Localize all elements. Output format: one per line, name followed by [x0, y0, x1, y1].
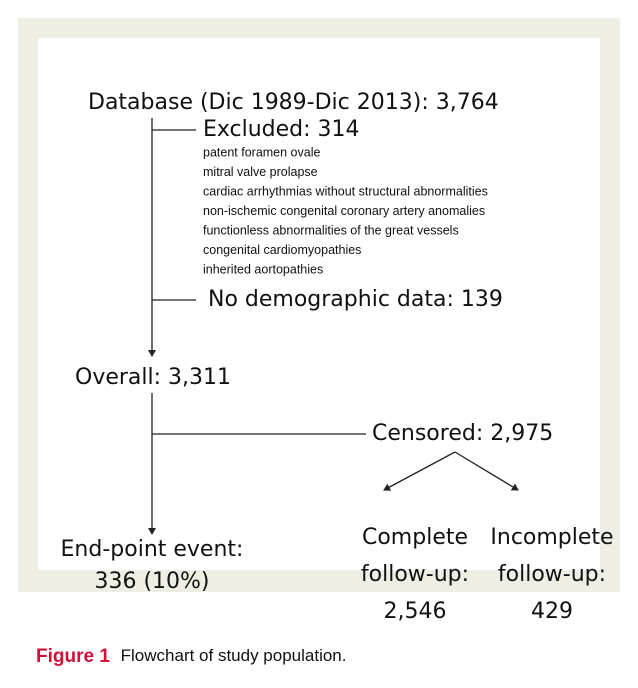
- node-label: Database (Dic 1989-Dic 2013): 3,764: [88, 90, 499, 115]
- caption-label: Figure 1: [36, 646, 110, 667]
- exclusion-item: functionless abnormalities of the great …: [203, 223, 459, 237]
- exclusion-item: patent foramen ovale: [203, 145, 320, 159]
- arrow: [383, 451, 456, 491]
- node-line: follow-up:: [361, 562, 469, 587]
- node-line: 336 (10%): [94, 569, 209, 594]
- node-block: Incomplete follow-up: 429: [490, 525, 613, 624]
- node-block: End-point event: 336 (10%): [61, 537, 244, 594]
- arrow: [454, 451, 519, 491]
- node-label: Overall: 3,311: [75, 365, 231, 390]
- exclusion-item: cardiac arrhythmias without structural a…: [203, 184, 488, 198]
- exclusion-item: non-ischemic congenital coronary artery …: [203, 204, 485, 218]
- node-line: 2,546: [384, 599, 447, 624]
- exclusion-item: inherited aortopathies: [203, 262, 323, 276]
- node-line: Complete: [362, 525, 468, 550]
- caption-text: Flowchart of study population.: [121, 646, 347, 665]
- node-label: Excluded: 314: [203, 117, 360, 142]
- node-line: follow-up:: [498, 562, 606, 587]
- node-label: Censored: 2,975: [372, 421, 553, 446]
- node-line: Incomplete: [490, 525, 613, 550]
- node-line: End-point event:: [61, 537, 244, 562]
- caption: Figure 1 Flowchart of study population.: [36, 646, 347, 667]
- exclusion-item: congenital cardiomyopathies: [203, 243, 361, 257]
- diagram-area: [38, 38, 600, 570]
- exclusion-list: patent foramen ovale mitral valve prolaps…: [203, 145, 488, 276]
- node-label: No demographic data: 139: [208, 287, 503, 312]
- node-line: 429: [531, 599, 573, 624]
- exclusion-item: mitral valve prolapse: [203, 165, 318, 179]
- node-block: Complete follow-up: 2,546: [361, 525, 469, 624]
